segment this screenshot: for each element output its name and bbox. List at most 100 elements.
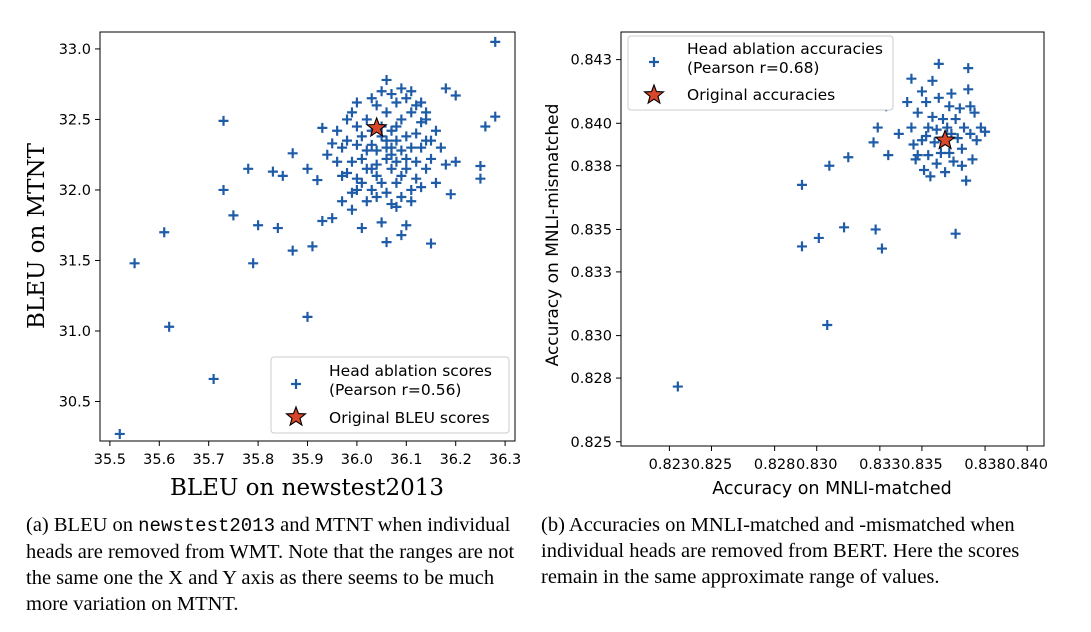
x-tick-label: 36.2 xyxy=(440,452,472,468)
data-point-plus xyxy=(396,192,407,203)
chart-b-plot-frame xyxy=(620,31,1045,447)
chart-a-y-ticks: 30.5 31.0 31.5 32.0 32.5 33.0 xyxy=(59,42,100,411)
data-point-plus xyxy=(426,153,437,164)
x-tick-label: 0.835 xyxy=(901,457,943,473)
data-point-plus xyxy=(883,150,894,161)
data-point-plus xyxy=(371,145,382,156)
data-point-plus xyxy=(475,160,486,171)
data-point-plus xyxy=(114,428,125,439)
data-point-plus xyxy=(980,126,991,137)
data-point-plus xyxy=(411,156,422,167)
data-point-plus xyxy=(421,163,432,174)
data-point-plus xyxy=(351,173,362,184)
data-point-plus xyxy=(910,154,921,165)
data-point-plus xyxy=(450,90,461,101)
data-point-plus xyxy=(159,227,170,238)
data-point-plus xyxy=(421,107,432,118)
caption-b: (b) Accuracies on MNLI-matched and -mism… xyxy=(541,512,1056,590)
data-point-plus xyxy=(931,124,942,135)
data-point-plus xyxy=(371,192,382,203)
chart-b-y-ticks: 0.825 0.828 0.830 0.833 0.835 0.838 0.840 0.843 xyxy=(570,53,621,451)
chart-b-legend-label-1b: (Pearson r=0.68) xyxy=(687,59,819,77)
data-point-plus xyxy=(937,114,948,125)
data-point-plus xyxy=(923,122,934,133)
data-point-plus xyxy=(376,177,387,188)
data-point-plus xyxy=(450,156,461,167)
data-point-plus xyxy=(337,196,348,207)
data-point-plus xyxy=(411,173,422,184)
data-point-plus xyxy=(876,243,887,254)
data-point-plus xyxy=(307,241,318,252)
data-point-plus xyxy=(327,213,338,224)
data-point-plus xyxy=(843,152,854,163)
data-point-plus xyxy=(391,156,402,167)
chart-a-x-axis-label: BLEU on newstest2013 xyxy=(170,475,444,501)
data-point-plus xyxy=(796,241,807,252)
data-point-plus xyxy=(366,139,377,150)
data-point-plus xyxy=(322,149,333,160)
data-point-plus xyxy=(963,63,974,74)
data-point-plus xyxy=(396,83,407,94)
y-tick-label: 0.838 xyxy=(570,159,612,175)
data-point-plus xyxy=(954,103,965,114)
caption-b-text: (b) Accuracies on MNLI-matched and -mism… xyxy=(541,514,1020,588)
x-tick-label: 35.7 xyxy=(193,452,225,468)
data-point-plus xyxy=(371,159,382,170)
data-point-plus xyxy=(351,97,362,108)
caption-a-rest: and MTNT when individual heads are remov… xyxy=(26,514,515,615)
data-point-plus xyxy=(940,167,951,178)
chart-b-mnli: 0.823 0.825 0.828 0.830 0.833 0.835 0.838 0.840… xyxy=(543,31,1048,499)
data-point-plus xyxy=(332,125,343,136)
chart-a-x-ticks: 35.5 35.6 35.7 35.8 35.9 36.0 36.1 36.2 36.3 xyxy=(94,441,521,468)
data-point-plus xyxy=(406,107,417,118)
data-point-plus xyxy=(351,121,362,132)
data-point-plus xyxy=(396,145,407,156)
data-point-plus xyxy=(426,238,437,249)
data-point-plus xyxy=(386,199,397,210)
data-point-plus xyxy=(277,170,288,181)
data-point-plus xyxy=(401,220,412,231)
data-point-plus xyxy=(381,187,392,198)
chart-b-legend-label-1a: Head ablation accuracies xyxy=(687,40,883,58)
data-point-plus xyxy=(927,111,938,122)
data-point-plus xyxy=(381,142,392,153)
data-point-plus xyxy=(376,86,387,97)
data-point-plus xyxy=(396,170,407,181)
data-point-plus xyxy=(923,150,934,161)
data-point-plus xyxy=(361,114,372,125)
data-point-plus xyxy=(942,122,953,133)
data-point-plus xyxy=(946,88,957,99)
data-point-plus xyxy=(944,148,955,159)
x-tick-label: 0.830 xyxy=(796,457,838,473)
data-point-plus xyxy=(381,74,392,85)
x-tick-label: 36.3 xyxy=(489,452,521,468)
data-point-plus xyxy=(796,179,807,190)
chart-b-legend-star-marker xyxy=(642,83,666,105)
x-tick-label: 0.828 xyxy=(754,457,796,473)
data-point-plus xyxy=(391,135,402,146)
data-point-plus xyxy=(813,232,824,243)
caption-a-mono: newstest2013 xyxy=(138,515,275,537)
data-point-plus xyxy=(908,139,919,150)
data-point-plus xyxy=(346,187,357,198)
data-point-plus xyxy=(445,189,456,200)
data-point-plus xyxy=(312,175,323,186)
y-tick-label: 33.0 xyxy=(59,42,91,58)
data-point-plus xyxy=(218,115,229,126)
legend-star-marker xyxy=(642,83,666,105)
data-point-plus xyxy=(416,117,427,128)
data-point-plus xyxy=(475,173,486,184)
data-point-plus xyxy=(824,160,835,171)
data-point-plus xyxy=(218,184,229,195)
data-point-plus xyxy=(396,114,407,125)
data-point-plus xyxy=(381,237,392,248)
legend-plus-marker xyxy=(291,379,301,389)
y-tick-label: 0.828 xyxy=(570,371,612,387)
x-tick-label: 35.6 xyxy=(143,452,175,468)
data-point-plus xyxy=(346,156,357,167)
data-point-plus xyxy=(919,165,930,175)
data-point-plus xyxy=(401,93,412,104)
x-tick-label: 35.9 xyxy=(291,452,323,468)
data-point-plus xyxy=(267,166,278,177)
data-point-plus xyxy=(822,319,833,330)
